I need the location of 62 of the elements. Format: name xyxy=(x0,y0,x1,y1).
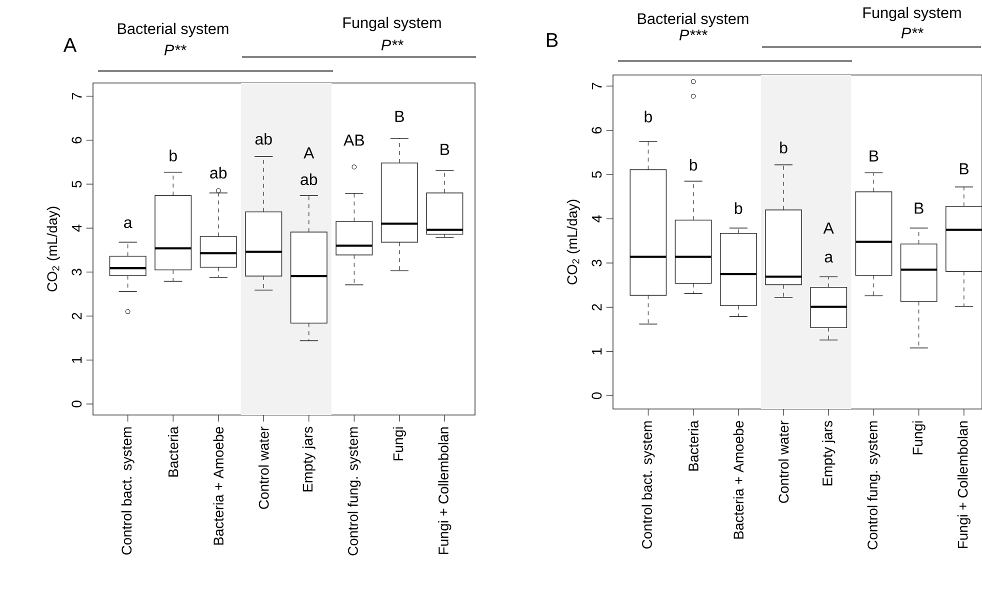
text: Bacterial system xyxy=(638,12,748,28)
annotation: a xyxy=(124,219,132,228)
annotation: B xyxy=(395,110,404,122)
annotation: b xyxy=(734,202,742,214)
y-tick-label: 1 xyxy=(72,356,82,363)
x-tick-label: Bacteria xyxy=(688,420,698,471)
x-tick-label: Fungi + Collembolan xyxy=(957,421,970,548)
text: P** xyxy=(381,40,404,50)
x-tick-label: Control bact. system xyxy=(121,427,134,555)
text: Fungal system xyxy=(343,16,441,32)
y-tick-label: 3 xyxy=(592,260,602,266)
y-tick-label: 6 xyxy=(72,136,82,144)
y-tick-label: 2 xyxy=(592,304,602,310)
x-tick-label: Bacteria + Amoebe xyxy=(733,421,744,539)
annotation: a xyxy=(824,254,834,263)
y-tick-label: 7 xyxy=(72,93,82,100)
text: P** xyxy=(901,28,924,38)
y-tick-label: 5 xyxy=(72,180,82,188)
y-tick-label: 4 xyxy=(72,224,82,232)
annotation: b xyxy=(644,110,652,122)
x-tick-label: Control fung. system xyxy=(867,421,880,550)
x-tick-label: Fungi + Collembolan xyxy=(438,427,452,554)
x-tick-label: Control water xyxy=(258,426,269,509)
x-tick-label: Bacteria xyxy=(168,426,178,477)
text: Fungal system xyxy=(863,6,961,22)
x-tick-label: Bacteria + Amoebe xyxy=(213,427,224,545)
x-tick-label: Control water xyxy=(778,420,789,503)
x-tick-label: Fungi xyxy=(912,421,926,454)
text: P*** xyxy=(679,30,708,40)
y-tick-label: 0 xyxy=(72,400,82,408)
annotation: b xyxy=(780,142,788,154)
y-tick-label: 6 xyxy=(592,127,602,134)
annotation: B xyxy=(914,202,924,214)
annotation: b xyxy=(690,158,698,171)
y-axis-title: CO$_{2}$ (mL/day) xyxy=(566,200,580,284)
text: Bacterial system xyxy=(118,22,228,38)
chart-title: A xyxy=(63,38,77,52)
annotation: A xyxy=(304,147,314,158)
annotation: A xyxy=(823,222,834,234)
x-tick-label: Empty jars xyxy=(822,420,836,486)
x-tick-label: Empty jars xyxy=(302,426,316,492)
y-tick-label: 3 xyxy=(72,268,82,276)
annotation: B xyxy=(960,163,968,174)
x-tick-label: Control fung. system xyxy=(348,427,361,556)
x-tick-label: Fungi xyxy=(392,427,406,460)
x-tick-label: Control bact. system xyxy=(642,421,655,549)
y-tick-label: 4 xyxy=(592,215,602,222)
y-tick-label: 7 xyxy=(592,82,602,90)
y-tick-label: 5 xyxy=(592,171,602,178)
y-tick-label: 0 xyxy=(592,392,602,400)
text: P** xyxy=(164,44,186,56)
y-axis-title: CO$_{2}$ (mL/day) xyxy=(46,206,60,292)
annotation: b xyxy=(170,150,177,162)
annotation: AB xyxy=(344,134,364,146)
annotation: B xyxy=(440,144,450,155)
annotation: B xyxy=(870,150,878,162)
annotation: ab xyxy=(255,132,272,145)
y-tick-label: 2 xyxy=(72,312,82,320)
annotation: ab xyxy=(300,173,318,186)
annotation: ab xyxy=(210,166,227,179)
chart-title: B xyxy=(546,33,558,47)
y-tick-label: 1 xyxy=(592,348,602,354)
